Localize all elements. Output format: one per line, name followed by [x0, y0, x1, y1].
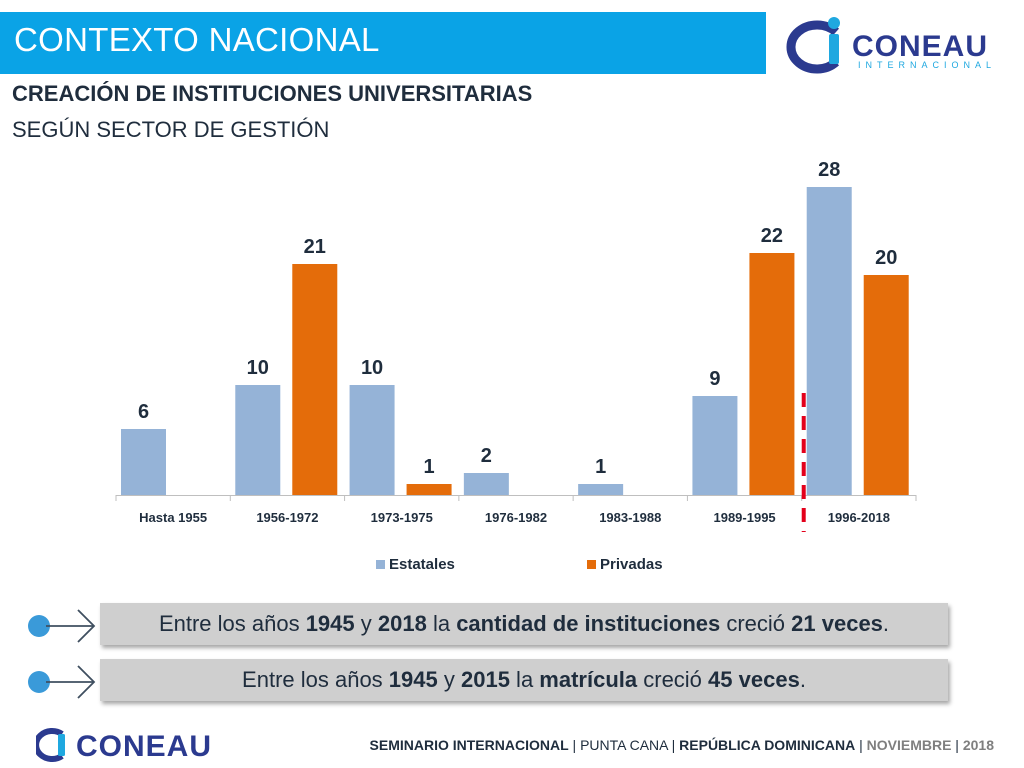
footer-sep: |	[568, 737, 581, 753]
logo-wordmark: CONEAU	[852, 30, 988, 63]
data-label: 6	[138, 401, 149, 423]
legend-label: Privadas	[600, 556, 663, 573]
bar-privadas	[863, 275, 909, 495]
data-label: 9	[709, 368, 720, 390]
data-label: 22	[761, 225, 783, 247]
chart-title-line2: SEGÚN SECTOR DE GESTIÓN	[12, 117, 330, 142]
callout-text-run: 1945	[305, 611, 355, 636]
logo-subtext: INTERNACIONAL	[858, 60, 996, 70]
legend-label: Estatales	[389, 556, 455, 573]
callout-text-run: 1945	[388, 667, 438, 692]
callout-text-run: creció	[637, 667, 709, 692]
circle-bullet-icon	[28, 615, 50, 637]
callout-instituciones: Entre los años 1945 y 2018 la cantidad d…	[100, 603, 948, 645]
x-tick-label: 1989-1995	[713, 510, 775, 525]
callout-text-run: y	[354, 611, 378, 636]
callout-text-run: .	[799, 667, 806, 692]
callout-text-run: la	[509, 667, 540, 692]
callout-text-run: 21 veces	[791, 611, 883, 636]
bar-estatales	[121, 429, 166, 495]
footer-year: 2018	[962, 737, 994, 753]
legend-swatch	[376, 560, 385, 569]
data-label: 20	[875, 247, 897, 269]
x-tick-label: 1973-1975	[371, 510, 433, 525]
bar-privadas	[749, 253, 795, 495]
data-label: 21	[304, 236, 326, 258]
header-bar	[0, 12, 766, 74]
x-tick-label: Hasta 1955	[139, 510, 207, 525]
footer-seminar: SEMINARIO INTERNACIONAL	[369, 737, 569, 753]
coneau-logo-icon: CONEAU INTERNACIONAL	[786, 17, 996, 74]
footer-sep: |	[951, 737, 963, 753]
coneau-footer-logo-icon: CONEAU	[36, 728, 212, 762]
legend-swatch	[587, 560, 596, 569]
x-tick-label: 1976-1982	[485, 510, 547, 525]
callout-text-run: la	[426, 611, 457, 636]
data-label: 1	[424, 456, 435, 478]
callout-text-run: 45 veces	[708, 667, 800, 692]
footer-location: PUNTA CANA	[580, 737, 668, 753]
data-label: 2	[481, 445, 492, 467]
callout-text-run: .	[882, 611, 890, 636]
callout-text-run: y	[437, 667, 461, 692]
bar-estatales	[806, 187, 852, 495]
footer-caption: SEMINARIO INTERNACIONAL | PUNTA CANA | R…	[370, 737, 994, 753]
bar-estatales	[463, 473, 509, 495]
footer-country: REPÚBLICA DOMINICANA	[679, 737, 856, 753]
bar-estatales	[692, 396, 738, 495]
x-tick-label: 1996-2018	[828, 510, 890, 525]
data-label: 28	[818, 159, 840, 181]
bar-estatales	[578, 484, 624, 495]
bar-estatales	[235, 385, 281, 495]
x-tick-label: 1956-1972	[256, 510, 318, 525]
bar-privadas	[292, 264, 338, 495]
arrow-right-icon	[46, 665, 96, 699]
arrow-right-icon	[46, 609, 96, 643]
callout-text-run: 2018	[377, 611, 427, 636]
data-label: 10	[247, 357, 269, 379]
callout-text-run: Entre los años	[242, 667, 389, 692]
callout-matricula: Entre los años 1945 y 2015 la matrícula …	[100, 659, 948, 701]
data-label: 1	[595, 456, 606, 478]
callout-text-run: cantidad de instituciones	[456, 611, 721, 636]
circle-bullet-icon	[28, 671, 50, 693]
footer-month: NOVIEMBRE	[866, 737, 952, 753]
data-label: 10	[361, 357, 383, 379]
callout-text-run: 2015	[460, 667, 510, 692]
callout-text-run: creció	[720, 611, 792, 636]
x-tick-label: 1983-1988	[599, 510, 661, 525]
footer-logo-wordmark: CONEAU	[76, 730, 212, 762]
page-title: CONTEXTO NACIONAL	[14, 21, 380, 58]
bar-chart: 6 10 10 2 1 9 28 21 1 22 20 Hasta 1955 1956-1972 1973…	[115, 159, 917, 573]
bar-privadas	[406, 484, 452, 495]
footer-sep: |	[855, 737, 867, 753]
chart-title-line1: CREACIÓN DE INSTITUCIONES UNIVERSITARIAS	[12, 81, 533, 106]
callout-text-run: Entre los años	[158, 611, 306, 636]
callout-text-run: matrícula	[539, 667, 638, 692]
bar-estatales	[349, 385, 395, 495]
footer-sep: |	[667, 737, 680, 753]
